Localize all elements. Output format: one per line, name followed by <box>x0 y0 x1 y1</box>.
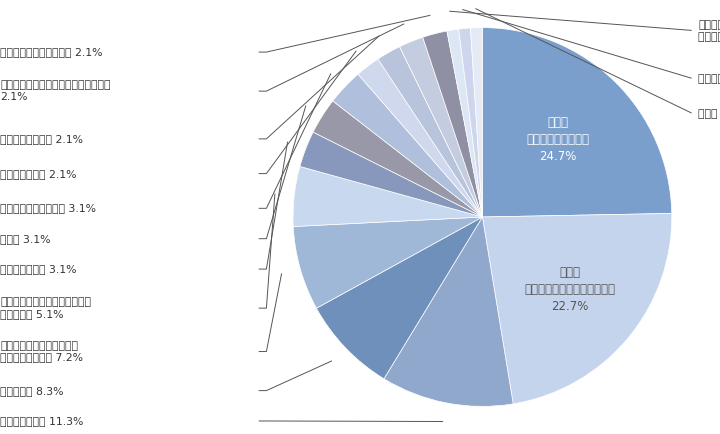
Text: 専門サービス業 11.3%: 専門サービス業 11.3% <box>0 416 84 426</box>
Text: 製造業（電子部品・デバイス・
電子回路） 5.1%: 製造業（電子部品・デバイス・ 電子回路） 5.1% <box>0 297 91 319</box>
Wedge shape <box>313 101 482 217</box>
Text: 製造業（その他） 2.1%: 製造業（その他） 2.1% <box>0 134 83 144</box>
Wedge shape <box>293 217 482 308</box>
Text: 公務員 1.0: 公務員 1.0 <box>698 108 720 118</box>
Wedge shape <box>400 37 482 217</box>
Text: 運輸業、郵便業 3.1%: 運輸業、郵便業 3.1% <box>0 264 76 274</box>
Wedge shape <box>447 29 482 217</box>
Text: 製造業（化学工業、石油・石炭製品）
2.1%: 製造業（化学工業、石油・石炭製品） 2.1% <box>0 80 110 102</box>
Wedge shape <box>358 59 482 217</box>
Text: 教育、学習支援業 1.0%: 教育、学習支援業 1.0% <box>698 73 720 83</box>
Wedge shape <box>384 217 513 406</box>
Wedge shape <box>482 28 672 217</box>
Wedge shape <box>423 31 482 217</box>
Text: 製造業（はん用・生産用・
業務用機械器具） 7.2%: 製造業（はん用・生産用・ 業務用機械器具） 7.2% <box>0 341 83 362</box>
Text: 製造業
（電気・情報通信機械器具）
22.7%: 製造業 （電気・情報通信機械器具） 22.7% <box>524 266 615 313</box>
Text: サービス業（その他） 3.1%: サービス業（その他） 3.1% <box>0 203 96 214</box>
Wedge shape <box>333 74 482 217</box>
Text: 製造業
（輸送用機械器具）
24.7%: 製造業 （輸送用機械器具） 24.7% <box>526 116 590 164</box>
Wedge shape <box>378 47 482 217</box>
Text: 学術研究・開発研究機関 2.1%: 学術研究・開発研究機関 2.1% <box>0 47 102 57</box>
Wedge shape <box>482 214 672 404</box>
Text: 製造業（食料品・飲料・
たばこ・飼料） 1.0%: 製造業（食料品・飲料・ たばこ・飼料） 1.0% <box>698 20 720 41</box>
Wedge shape <box>317 217 482 379</box>
Text: 建設業 3.1%: 建設業 3.1% <box>0 233 50 244</box>
Wedge shape <box>459 28 482 217</box>
Wedge shape <box>293 167 482 227</box>
Text: 情報通信業 8.3%: 情報通信業 8.3% <box>0 385 63 396</box>
Wedge shape <box>470 28 482 217</box>
Text: 卸売業、小売業 2.1%: 卸売業、小売業 2.1% <box>0 168 76 179</box>
Wedge shape <box>300 132 482 217</box>
